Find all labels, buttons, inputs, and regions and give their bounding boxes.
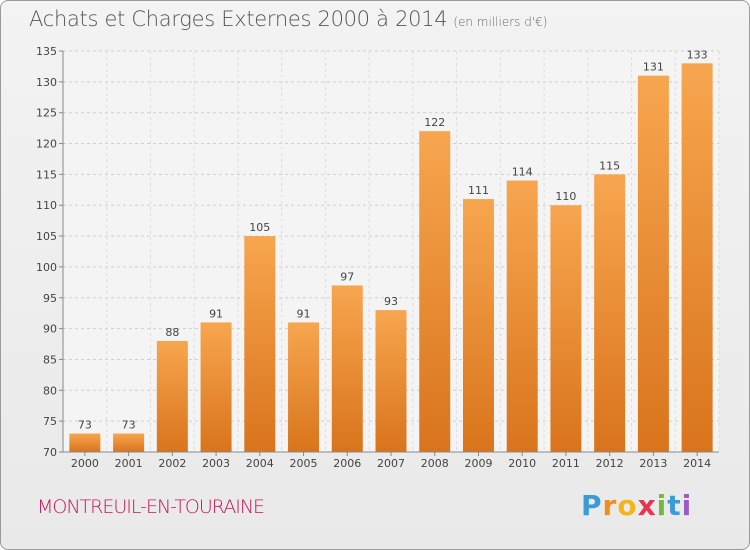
y-tick-label: 100 — [36, 261, 57, 274]
data-label: 111 — [468, 184, 489, 197]
x-tick-label: 2010 — [508, 457, 536, 470]
data-label: 88 — [165, 326, 179, 339]
data-label: 93 — [384, 295, 398, 308]
bar — [69, 433, 101, 452]
bar — [375, 310, 407, 452]
bar — [331, 285, 363, 452]
logo-letter: P — [581, 489, 603, 522]
y-tick-label: 125 — [36, 107, 57, 120]
logo-letter: r — [602, 489, 618, 522]
commune-name: MONTREUIL-EN-TOURAINE — [37, 496, 265, 518]
y-tick-label: 105 — [36, 230, 57, 243]
data-label: 115 — [599, 159, 620, 172]
x-tick-label: 2009 — [464, 457, 492, 470]
data-label: 105 — [249, 221, 270, 234]
data-label: 122 — [424, 116, 445, 129]
chart-title: Achats et Charges Externes 2000 à 2014 (e… — [29, 7, 547, 31]
y-tick-label: 120 — [36, 138, 57, 151]
bar — [200, 322, 232, 452]
logo-letter: i — [656, 489, 668, 522]
bar — [244, 236, 276, 452]
chart-subtitle: (en milliers d'€) — [453, 15, 548, 29]
bar — [462, 199, 494, 452]
bar — [681, 63, 713, 452]
data-label: 73 — [122, 418, 136, 431]
bar — [594, 174, 626, 452]
data-label: 114 — [512, 166, 533, 179]
x-tick-label: 2000 — [71, 457, 99, 470]
logo-letter: o — [617, 489, 638, 522]
x-tick-label: 2004 — [246, 457, 274, 470]
y-tick-label: 130 — [36, 76, 57, 89]
bar — [637, 75, 669, 452]
bar — [113, 433, 145, 452]
x-tick-label: 2006 — [333, 457, 361, 470]
bar — [419, 131, 451, 452]
bar — [288, 322, 320, 452]
data-label: 97 — [340, 270, 354, 283]
x-tick-label: 2001 — [115, 457, 143, 470]
x-tick-label: 2013 — [639, 457, 667, 470]
x-tick-label: 2014 — [683, 457, 711, 470]
logo-letter: x — [637, 489, 657, 522]
x-tick-label: 2005 — [290, 457, 318, 470]
y-tick-label: 85 — [43, 353, 57, 366]
x-tick-label: 2011 — [552, 457, 580, 470]
y-tick-label: 80 — [43, 384, 57, 397]
data-label: 73 — [78, 418, 92, 431]
y-tick-label: 135 — [36, 45, 57, 58]
y-tick-label: 115 — [36, 168, 57, 181]
bar-layer: 73 73 88 91 105 91 97 93 122 111 114 110 115 131 133 — [69, 48, 713, 453]
y-tick-label: 70 — [43, 446, 57, 459]
y-tick-label: 75 — [43, 415, 57, 428]
bar — [550, 205, 582, 452]
x-tick-label: 2003 — [202, 457, 230, 470]
x-tick-label: 2012 — [596, 457, 624, 470]
data-label: 133 — [687, 48, 708, 61]
proxiti-logo: Proxiti — [581, 489, 692, 522]
data-label: 91 — [297, 307, 311, 320]
bar — [156, 340, 188, 452]
data-label: 131 — [643, 61, 664, 74]
chart-title-text: Achats et Charges Externes 2000 à 2014 — [29, 7, 448, 31]
data-label: 91 — [209, 307, 223, 320]
logo-letter: t — [667, 489, 682, 522]
x-tick-label: 2002 — [158, 457, 186, 470]
y-tick-label: 95 — [43, 292, 57, 305]
y-tick-label: 110 — [36, 199, 57, 212]
logo-letter: i — [681, 489, 693, 522]
bar — [506, 180, 538, 453]
y-tick-label: 90 — [43, 323, 57, 336]
axis-layer: 70 75 80 85 90 95 100 105 110 115 120 125 130 135 2000… — [36, 45, 719, 470]
x-tick-label: 2008 — [421, 457, 449, 470]
x-tick-label: 2007 — [377, 457, 405, 470]
data-label: 110 — [555, 190, 576, 203]
